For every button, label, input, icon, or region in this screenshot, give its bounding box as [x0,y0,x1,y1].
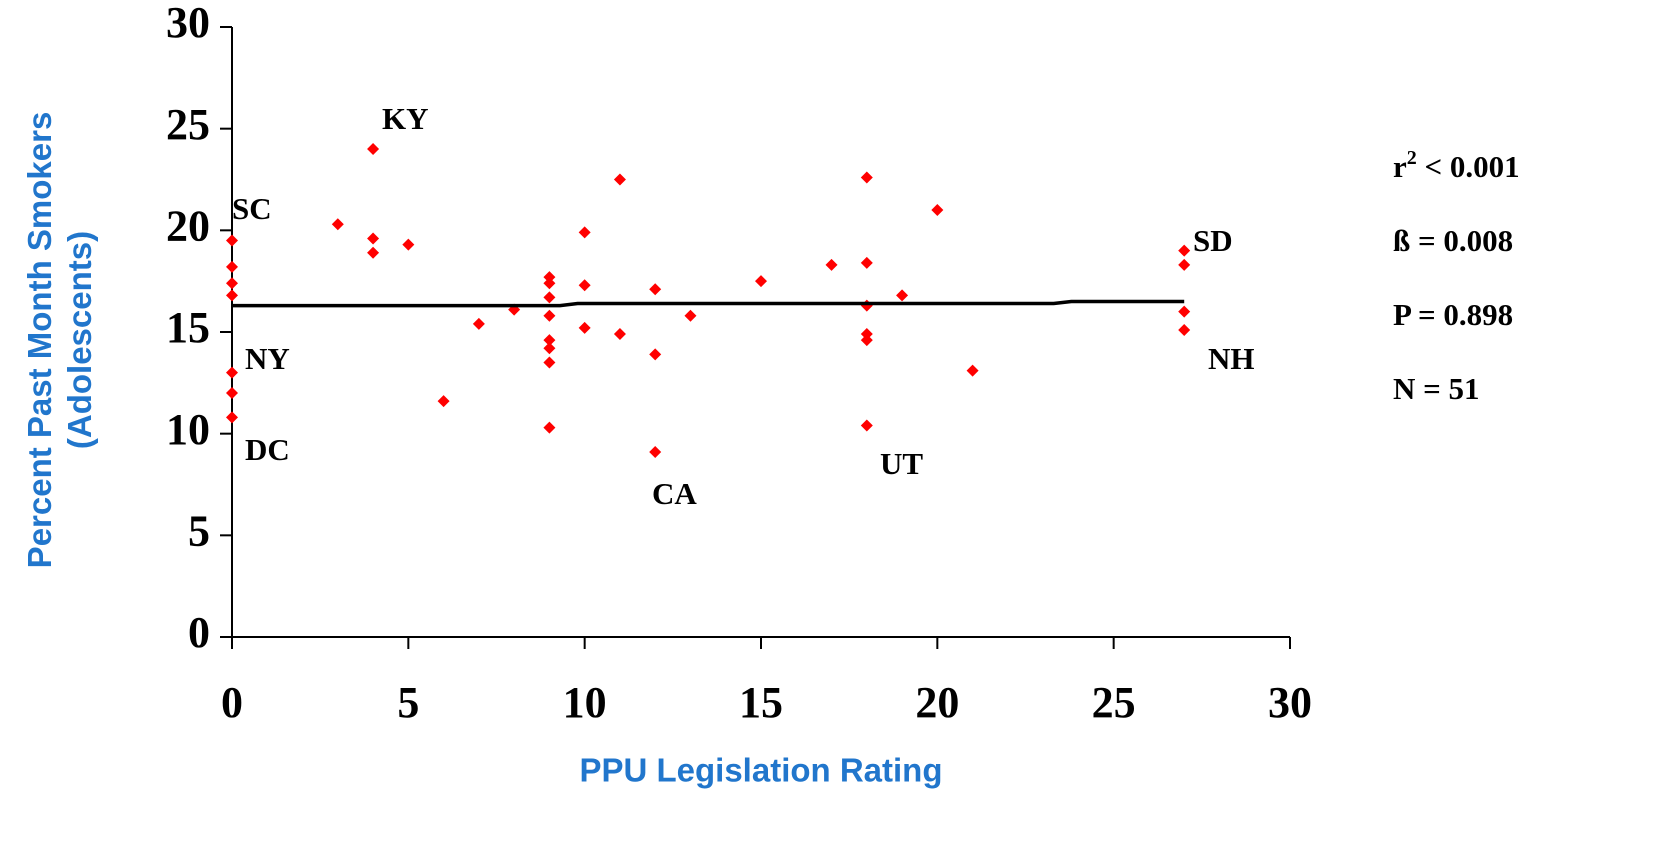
data-point [1178,323,1191,336]
data-point [578,226,591,239]
y-tick-label: 15 [166,303,210,352]
stat-text: N = 51 [1393,371,1480,406]
data-point [402,238,415,251]
data-point [860,171,873,184]
data-point [543,277,556,290]
data-point [543,334,556,347]
data-point [613,328,626,341]
y-tick-label: 20 [166,201,210,250]
stat-text: ß = 0.008 [1393,223,1513,258]
data-point [1178,244,1191,257]
y-tick-label: 30 [166,0,210,47]
x-tick-label: 30 [1268,678,1312,727]
stat-sup: 2 [1407,147,1417,169]
data-point [860,419,873,432]
data-point [966,364,979,377]
data-point [226,387,238,399]
data-point [543,291,556,304]
data-point [860,299,873,312]
data-point [755,275,767,288]
data-point [578,321,591,334]
data-point [367,143,380,155]
x-tick-label: 10 [563,678,607,727]
y-tick-label: 10 [166,405,210,454]
data-point [896,289,909,302]
data-point [543,309,556,322]
data-point [226,289,238,302]
data-point [860,256,873,269]
y-tick-label: 25 [166,100,210,149]
data-point [684,309,697,322]
data-point [1178,258,1191,271]
data-point [543,356,556,369]
data-point [367,246,380,259]
data-point [226,366,238,379]
x-tick-label: 20 [915,678,959,727]
stat-part: r [1393,149,1407,184]
data-point [226,277,238,290]
y-tick-label: 5 [188,506,210,555]
point-annotation: CA [652,476,697,511]
x-tick-label: 5 [397,678,419,727]
data-point [472,317,485,330]
point-annotation: SC [232,191,272,226]
data-point [543,271,556,284]
y-tick-label: 0 [188,608,210,657]
x-axis-title: PPU Legislation Rating [579,752,942,789]
data-point [649,283,662,296]
stat-text: r2 < 0.001 [1393,147,1520,185]
x-tick-label: 0 [221,678,243,727]
x-tick-label: 25 [1092,678,1136,727]
point-annotation: NY [245,341,290,376]
data-point [226,411,238,424]
data-point [437,395,450,408]
y-axis-title-line: Percent Past Month Smokers [21,112,58,569]
point-annotation: UT [880,446,923,481]
y-axis-title: Percent Past Month Smokers(Adolescents) [21,112,98,569]
data-point [331,218,344,231]
point-annotation: NH [1208,341,1255,376]
data-point [613,173,626,186]
data-point [367,232,380,245]
data-point [543,421,556,434]
data-point [860,334,873,347]
data-point [825,258,838,271]
y-axis-title-line: (Adolescents) [61,231,98,449]
x-tick-label: 15 [739,678,783,727]
data-point [1178,305,1191,318]
data-point [649,348,662,361]
stat-part: < 0.001 [1417,149,1520,184]
data-point [543,342,556,355]
point-annotation: KY [382,101,429,136]
point-annotation: SD [1193,223,1233,258]
trend-line [232,299,1185,308]
data-point [931,204,944,216]
data-point [226,234,238,247]
data-point [860,328,873,341]
data-point [578,279,591,292]
data-point [226,260,238,273]
stat-text: P = 0.898 [1393,297,1513,332]
data-point [649,445,662,458]
point-annotation: DC [245,432,290,467]
